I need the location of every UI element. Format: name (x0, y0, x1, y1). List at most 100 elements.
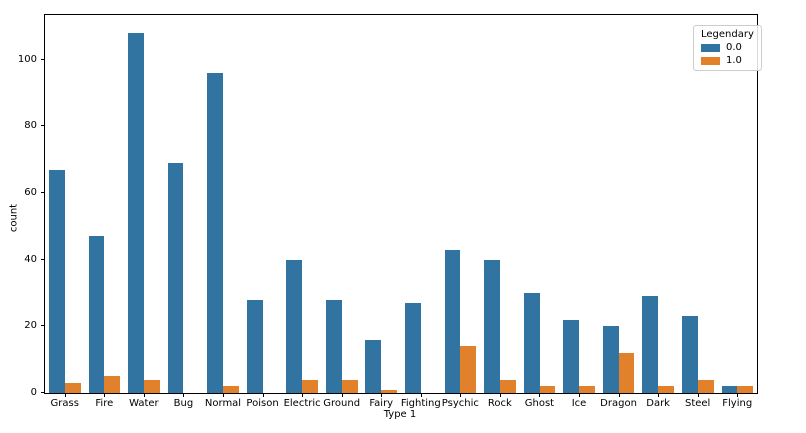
x-tick-label-ground: Ground (323, 398, 361, 409)
bar-steel-legendary-0.0 (681, 316, 698, 393)
bar-group-psychic (441, 15, 481, 393)
bar-dragon-legendary-1.0 (618, 353, 635, 393)
bar-rock-legendary-0.0 (484, 259, 500, 393)
y-axis-label: count (8, 203, 20, 233)
bar-ghost-legendary-0.0 (523, 293, 540, 393)
bar-steel-legendary-1.0 (697, 379, 714, 393)
bar-group-water (124, 15, 164, 393)
bar-ice-legendary-0.0 (563, 319, 580, 393)
bar-grass-legendary-1.0 (64, 383, 81, 393)
x-tick-mark (183, 393, 185, 397)
bar-electric-legendary-0.0 (286, 259, 303, 393)
legend-swatch-series-1 (701, 56, 720, 65)
bar-grass-legendary-0.0 (48, 169, 65, 393)
y-tick-label-0: 0 (30, 387, 37, 398)
bar-normal-legendary-0.0 (207, 73, 224, 393)
bar-water-legendary-1.0 (143, 379, 160, 393)
legend-entry: 1.0 (701, 55, 754, 66)
x-tick-label-steel: Steel (684, 398, 711, 409)
bar-flying-legendary-1.0 (737, 386, 754, 393)
legend-label-series-0: 0.0 (726, 42, 742, 53)
x-tick-label-rock: Rock (487, 398, 512, 409)
x-tick-mark (499, 393, 501, 397)
x-tick-mark (262, 393, 264, 397)
x-tick-mark (381, 393, 383, 397)
bar-electric-legendary-1.0 (302, 379, 318, 393)
x-tick-mark (658, 393, 660, 397)
x-tick-label-water: Water (129, 398, 159, 409)
bar-group-fairy (362, 15, 402, 393)
bar-fairy-legendary-0.0 (365, 339, 382, 393)
x-tick-mark (618, 393, 620, 397)
y-tick-label-20: 20 (24, 320, 37, 332)
bar-dark-legendary-0.0 (642, 296, 659, 393)
x-tick-mark (737, 393, 739, 397)
bar-water-legendary-0.0 (128, 33, 144, 393)
x-tick-mark (302, 393, 304, 397)
x-tick-label-flying: Flying (722, 398, 753, 409)
y-tick-label-60: 60 (24, 187, 37, 198)
y-tick-label-80: 80 (24, 120, 37, 132)
bar-group-dark (638, 15, 678, 393)
bar-group-fighting (401, 15, 441, 393)
x-tick-label-bug: Bug (173, 398, 194, 409)
bar-psychic-legendary-0.0 (444, 249, 461, 393)
x-tick-mark (223, 393, 224, 397)
bar-poison-legendary-0.0 (246, 299, 263, 393)
bar-group-dragon (599, 15, 639, 393)
legend-label-series-1: 1.0 (726, 55, 742, 66)
bar-dragon-legendary-0.0 (602, 326, 619, 393)
bar-group-ice (559, 15, 599, 393)
x-tick-label-fire: Fire (95, 398, 114, 409)
y-tick-label-40: 40 (24, 253, 37, 265)
x-tick-label-electric: Electric (283, 398, 321, 409)
bar-fire-legendary-1.0 (104, 376, 121, 393)
bar-ice-legendary-1.0 (579, 386, 595, 393)
legend: Legendary 0.0 1.0 (693, 25, 762, 71)
x-tick-mark (539, 393, 541, 397)
legend-entry: 0.0 (701, 42, 754, 53)
bar-ground-legendary-0.0 (325, 299, 342, 393)
plot-area: 0 20 40 60 80 100 Grass Fire Water Bug Normal Pois… (9, 14, 758, 409)
bar-group-grass (45, 15, 85, 393)
bar-psychic-legendary-1.0 (460, 346, 477, 393)
x-tick-mark (64, 393, 66, 397)
bar-group-normal (203, 15, 243, 393)
y-tick-mark (41, 192, 45, 193)
x-tick-label-grass: Grass (50, 398, 79, 409)
bar-dark-legendary-1.0 (658, 386, 675, 393)
y-tick-label-100: 100 (17, 53, 37, 65)
x-tick-label-psychic: Psychic (441, 398, 479, 409)
bar-ground-legendary-1.0 (341, 379, 358, 393)
x-tick-mark (460, 393, 462, 397)
x-tick-mark (697, 393, 699, 397)
bar-group-poison (243, 15, 283, 393)
bar-group-ground (322, 15, 362, 393)
y-tick-mark (41, 325, 45, 327)
bar-fairy-legendary-1.0 (381, 389, 398, 393)
legend-swatch-series-0 (701, 43, 720, 52)
bar-group-flying (718, 15, 758, 393)
bars-area (45, 15, 757, 393)
x-tick-label-dragon: Dragon (600, 398, 637, 409)
x-tick-mark (143, 393, 145, 397)
x-tick-label-dark: Dark (646, 398, 670, 409)
y-tick-mark (41, 258, 45, 260)
x-tick-mark (579, 393, 580, 397)
x-tick-label-fairy: Fairy (369, 398, 394, 409)
bar-group-bug (164, 15, 204, 393)
bar-rock-legendary-1.0 (499, 379, 516, 393)
x-tick-label-ghost: Ghost (524, 398, 555, 409)
x-tick-mark (341, 393, 343, 397)
bar-group-rock (480, 15, 520, 393)
bar-group-fire (85, 15, 125, 393)
x-tick-label-poison: Poison (246, 398, 279, 409)
y-tick-mark (41, 392, 45, 393)
y-tick-mark (41, 58, 45, 60)
bar-fire-legendary-0.0 (88, 236, 105, 393)
x-tick-mark (420, 393, 422, 397)
x-tick-mark (104, 393, 106, 397)
x-axis-label: Type 1 (383, 409, 417, 420)
legend-title: Legendary (701, 29, 754, 40)
